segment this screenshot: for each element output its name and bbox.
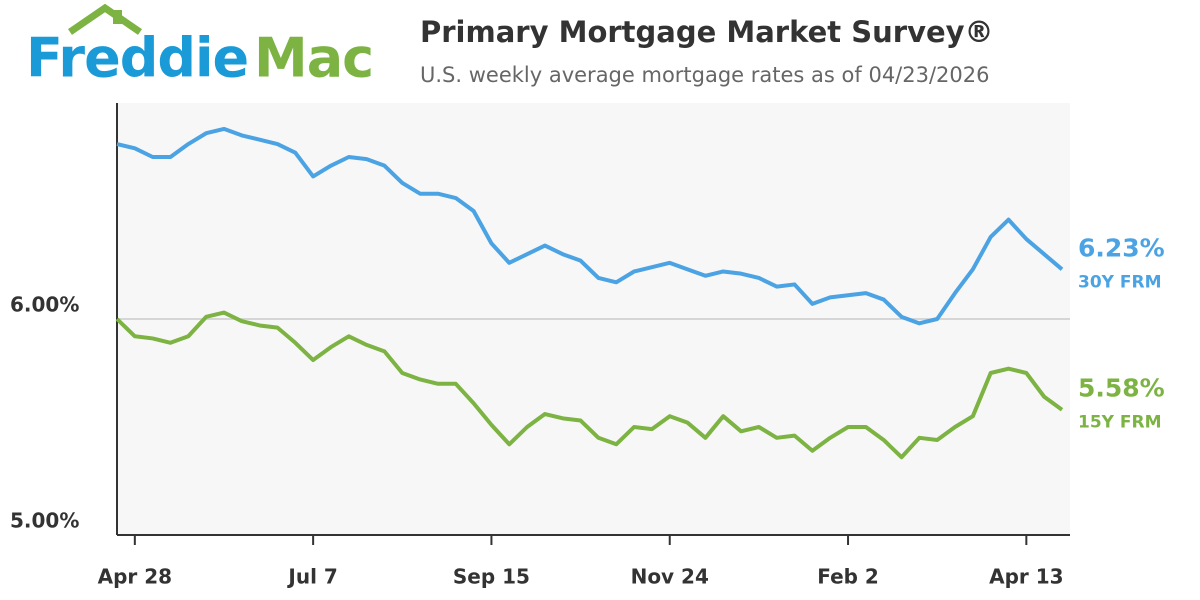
logo-chimney [113, 10, 122, 24]
chart-subtitle: U.S. weekly average mortgage rates as of… [420, 63, 990, 87]
x-tick-label: Apr 13 [989, 565, 1063, 589]
line-series [116, 126, 1064, 326]
x-tick-label: Sep 15 [453, 565, 530, 589]
series-label: 30Y FRM [1078, 272, 1162, 292]
chart-title: Primary Mortgage Market Survey® [420, 15, 994, 49]
logo: Freddie Mac [26, 3, 374, 90]
value-label: 6.23% [1078, 233, 1165, 262]
x-tick-label: Apr 28 [98, 565, 172, 589]
y-tick-label: 5.00% [10, 509, 79, 533]
logo-word: Mac [254, 27, 373, 90]
series-label: 15Y FRM [1078, 413, 1162, 433]
x-tick-label: Feb 2 [817, 565, 879, 589]
logo-roof [68, 3, 142, 35]
value-label: 5.58% [1078, 374, 1165, 403]
logo-word: Freddie [26, 27, 248, 90]
x-tick-label: Nov 24 [631, 565, 709, 589]
y-tick-label: 6.00% [10, 293, 79, 317]
line-series [115, 310, 1064, 460]
x-tick-label: Jul 7 [286, 565, 337, 589]
